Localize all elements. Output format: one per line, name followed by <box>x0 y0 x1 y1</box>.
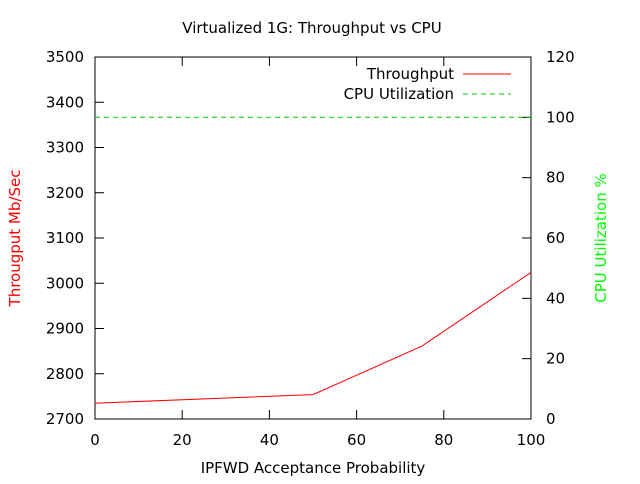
x-axis-ticks: 0 20 40 60 80 100 <box>90 57 545 449</box>
x-axis-label: IPFWD Acceptance Probability <box>201 459 426 477</box>
x-tick-label: 80 <box>434 431 453 449</box>
y-axis-ticks: 2700 2800 2900 3000 3100 3200 3300 3400 3500 <box>46 48 104 428</box>
y2-tick-label: 120 <box>546 48 575 66</box>
y-tick-label: 3100 <box>46 229 84 247</box>
y-tick-label: 3400 <box>46 93 84 111</box>
y-tick-label: 3500 <box>46 48 84 66</box>
y-tick-label: 3300 <box>46 139 84 157</box>
x-tick-label: 20 <box>173 431 192 449</box>
y2-tick-label: 60 <box>546 229 565 247</box>
y-tick-label: 3000 <box>46 274 84 292</box>
legend: Throughput CPU Utilization <box>344 65 511 103</box>
y2-tick-label: 0 <box>546 410 556 428</box>
y2-axis-label: CPU Utilization % <box>592 173 610 302</box>
y-tick-label: 2900 <box>46 320 84 338</box>
x-tick-label: 0 <box>90 431 100 449</box>
y-tick-label: 2800 <box>46 365 84 383</box>
plot-frame <box>94 56 532 420</box>
series-layer <box>94 116 532 404</box>
x-tick-label: 100 <box>517 431 546 449</box>
y2-tick-label: 100 <box>546 108 575 126</box>
series-line-throughput <box>94 271 532 404</box>
y2-tick-label: 20 <box>546 350 565 368</box>
y-tick-label: 2700 <box>46 410 84 428</box>
chart-title: Virtualized 1G: Throughput vs CPU <box>182 19 441 37</box>
legend-label: Throughput <box>366 65 454 83</box>
y2-tick-label: 80 <box>546 169 565 187</box>
y2-tick-label: 40 <box>546 289 565 307</box>
legend-label: CPU Utilization <box>344 85 454 103</box>
x-tick-label: 60 <box>347 431 366 449</box>
y-axis-label: Througput Mb/Sec <box>6 170 24 308</box>
x-tick-label: 40 <box>260 431 279 449</box>
y-tick-label: 3200 <box>46 184 84 202</box>
y2-axis-ticks: 0 20 40 60 80 100 120 <box>522 48 575 428</box>
